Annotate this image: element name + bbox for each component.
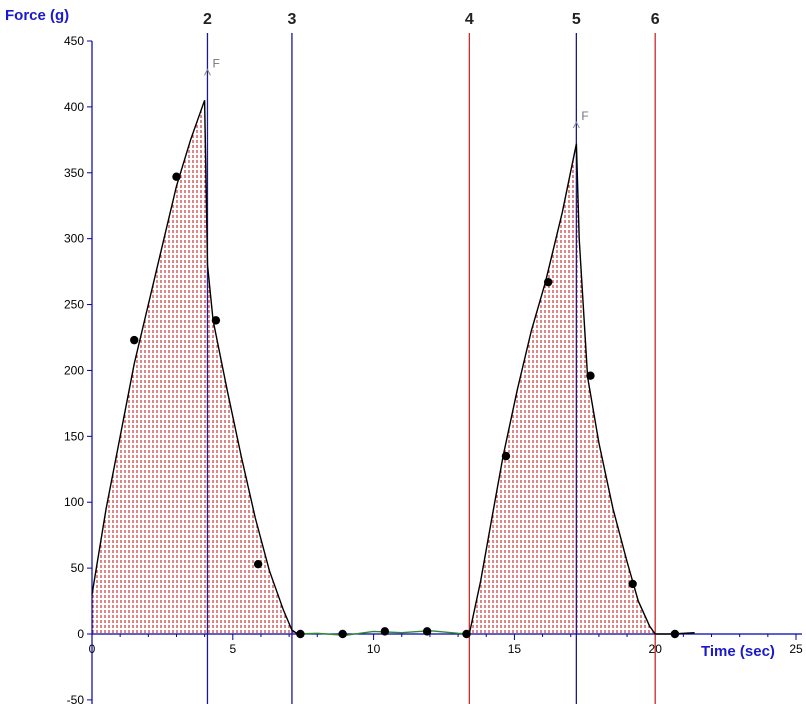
data-point: [422, 627, 432, 636]
y-tick-label: 150: [64, 429, 84, 443]
marker-label-4: 4: [465, 11, 474, 28]
area-fill-layer: [92, 100, 656, 635]
data-point: [586, 371, 595, 380]
force-curve-peak-2: [468, 143, 656, 635]
x-tick-label: 15: [508, 642, 522, 656]
x-tick-label: 5: [229, 642, 236, 656]
peak-flag-arrow-2: [572, 120, 580, 129]
marker-label-3: 3: [287, 11, 296, 28]
marker-label-6: 6: [651, 11, 660, 28]
x-tick-label: 0: [89, 642, 96, 656]
marker-label-2: 2: [203, 11, 212, 28]
data-point: [380, 627, 390, 636]
data-point: [253, 559, 263, 569]
y-tick-label: 350: [64, 166, 84, 180]
y-tick-label: 450: [64, 34, 84, 48]
x-tick-label: 25: [789, 642, 803, 656]
marker-label-5: 5: [572, 11, 581, 28]
y-axis-title: Force (g): [5, 7, 69, 24]
peak-flag-label-2: F: [581, 109, 588, 123]
data-point: [130, 335, 139, 345]
data-point: [670, 629, 680, 639]
peak-area-fill-2: [469, 143, 656, 635]
peak-area-fill-1: [92, 100, 298, 635]
y-tick-label: 250: [64, 298, 84, 312]
peak-flag-arrow-1: [204, 68, 211, 76]
data-point: [543, 277, 553, 287]
y-tick-label: 400: [64, 100, 84, 114]
data-point: [501, 451, 511, 461]
y-tick-label: 0: [77, 627, 84, 641]
force-curve-peak-1: [91, 100, 299, 635]
data-point: [172, 172, 181, 181]
point-layer: [130, 172, 680, 639]
data-point: [338, 629, 347, 639]
data-point: [628, 579, 637, 589]
y-tick-label: 200: [64, 363, 84, 377]
peak-flag-label-1: F: [212, 56, 219, 70]
y-tick-label: -50: [67, 693, 85, 704]
x-tick-label: 10: [367, 642, 381, 656]
data-point: [211, 316, 221, 325]
x-axis-title: Time (sec): [701, 643, 775, 660]
y-tick-label: 100: [64, 495, 84, 509]
data-point: [296, 629, 305, 639]
data-point: [462, 629, 471, 639]
y-tick-label: 300: [64, 232, 84, 246]
y-tick-label: 50: [71, 561, 85, 575]
